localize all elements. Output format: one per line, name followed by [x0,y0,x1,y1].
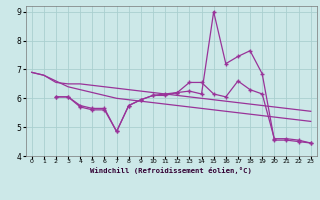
X-axis label: Windchill (Refroidissement éolien,°C): Windchill (Refroidissement éolien,°C) [90,167,252,174]
